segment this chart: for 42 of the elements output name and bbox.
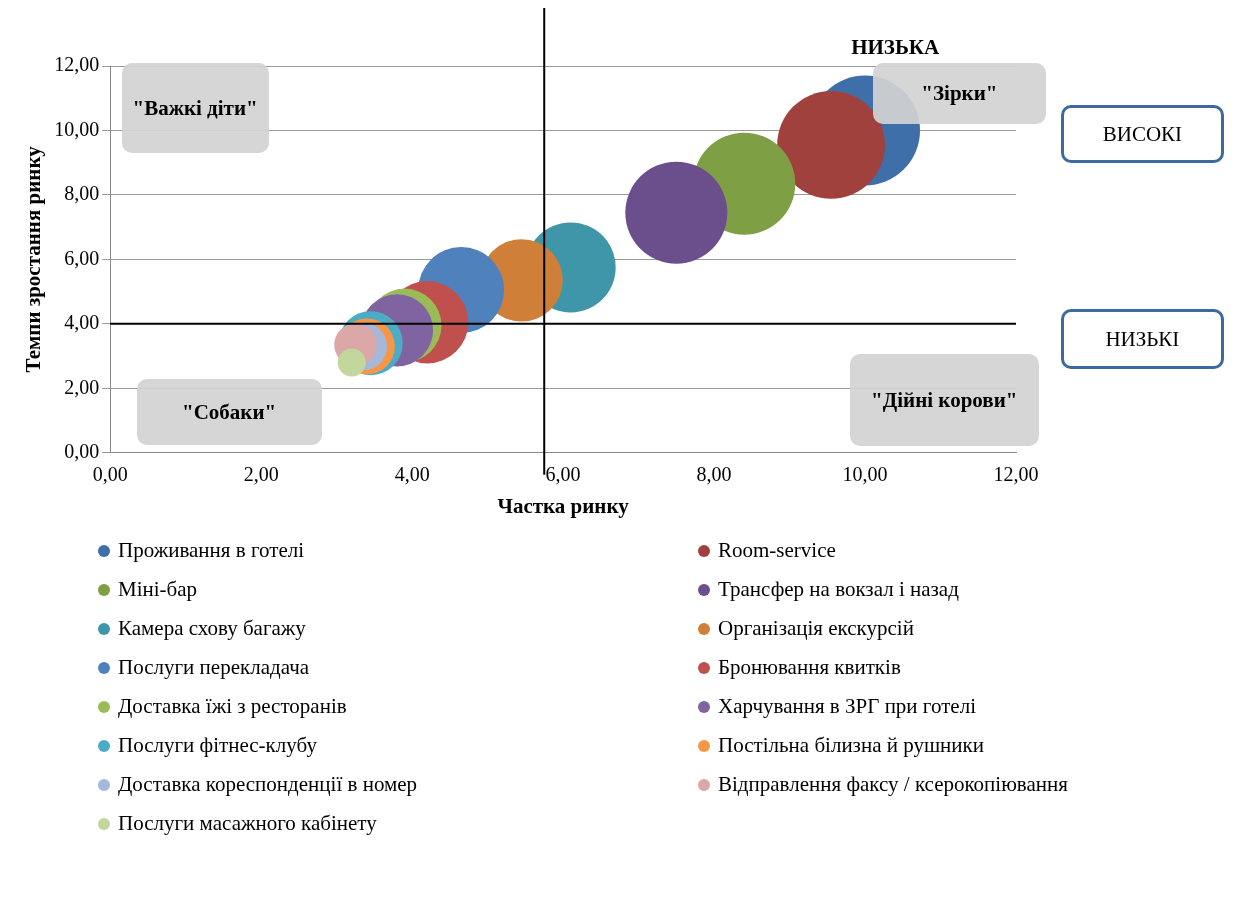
annotation: "Собаки" — [181, 399, 277, 424]
legend-label: Послуги перекладача — [118, 655, 310, 680]
x-tick-label: 6,00 — [545, 463, 581, 486]
x-tick-label: 12,00 — [993, 463, 1039, 486]
y-tick-label: 6,00 — [64, 246, 100, 269]
text: НИЗЬКА — [851, 34, 940, 59]
label-box: НИЗЬКІ — [1061, 309, 1224, 369]
legend-label: Міні-бар — [118, 577, 198, 602]
legend-label: Room-service — [718, 538, 836, 563]
legend-label: Камера схову багажу — [118, 616, 306, 641]
legend-label: Бронювання квитків — [718, 655, 901, 680]
label-box: "Собаки" — [136, 378, 322, 445]
legend-label: Проживання в готелі — [118, 538, 305, 563]
legend-label: Послуги фітнес-клубу — [118, 733, 317, 758]
legend-label: Трансфер на вокзал і назад — [718, 577, 959, 602]
y-tick-label: 10,00 — [54, 117, 100, 140]
legend-label: Харчування в ЗРГ при готелі — [718, 694, 976, 719]
x-tick-label: 4,00 — [394, 463, 430, 486]
x-axis-title: Частка ринку — [497, 493, 630, 518]
x-tick-label: 2,00 — [243, 463, 279, 486]
y-tick-label: 4,00 — [64, 311, 100, 334]
legend-label: Доставка їжі з ресторанів — [118, 694, 347, 719]
y-tick-label: 12,00 — [54, 53, 100, 76]
legend-label: Доставка кореспонденції в номер — [118, 772, 418, 797]
annotation: "Дійні корови" — [871, 388, 1018, 413]
annotation: "Важкі діти" — [132, 95, 258, 120]
x-tick-label: 10,00 — [842, 463, 888, 486]
y-tick-label: 2,00 — [64, 375, 100, 398]
label-box: "Важкі діти" — [121, 62, 269, 153]
x-tick-label: 0,00 — [92, 463, 128, 486]
label-box: "Дійні корови" — [849, 354, 1039, 447]
label-box: ВИСОКІ — [1061, 104, 1224, 163]
legend-label: Постільна білизна й рушники — [718, 733, 985, 758]
y-tick-label: 0,00 — [64, 440, 100, 463]
legend-label: Послуги масажного кабінету — [118, 811, 377, 836]
y-axis-title: Темпи зростання ринку — [21, 145, 46, 373]
y-tick-label: 8,00 — [64, 182, 100, 205]
x-tick-label: 8,00 — [696, 463, 732, 486]
legend-label: Відправлення факсу / ксерокопіювання — [718, 772, 1068, 797]
legend-label: Організація екскурсій — [718, 616, 914, 641]
label-box: "Зірки" — [872, 62, 1047, 124]
annotation: "Зірки" — [921, 81, 998, 106]
